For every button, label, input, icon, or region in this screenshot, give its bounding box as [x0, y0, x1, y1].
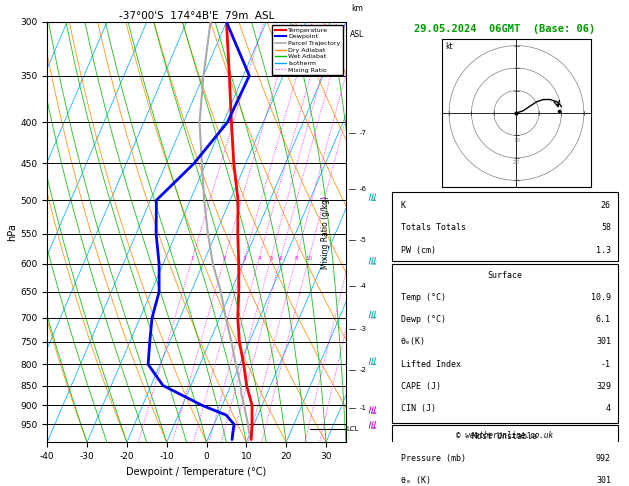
Text: K: K — [401, 201, 406, 210]
Text: 301: 301 — [596, 476, 611, 485]
Text: 1.3: 1.3 — [596, 245, 611, 255]
Text: 10.9: 10.9 — [591, 293, 611, 302]
Text: -1: -1 — [601, 360, 611, 369]
Text: CIN (J): CIN (J) — [401, 404, 436, 413]
Text: PW (cm): PW (cm) — [401, 245, 436, 255]
Bar — [391, 264, 618, 422]
Bar — [391, 192, 618, 261]
Text: Surface: Surface — [487, 271, 522, 279]
Text: 26: 26 — [601, 201, 611, 210]
Text: Pressure (mb): Pressure (mb) — [401, 454, 466, 463]
Text: θₑ(K): θₑ(K) — [401, 337, 426, 347]
Text: -3: -3 — [360, 326, 367, 332]
Text: -1: -1 — [360, 405, 367, 411]
Text: 1: 1 — [191, 256, 194, 260]
Text: 8: 8 — [294, 256, 298, 260]
Text: 992: 992 — [596, 454, 611, 463]
Text: 6: 6 — [279, 256, 282, 260]
Text: θₑ (K): θₑ (K) — [401, 476, 431, 485]
X-axis label: Dewpoint / Temperature (°C): Dewpoint / Temperature (°C) — [126, 467, 267, 477]
Text: 29.05.2024  06GMT  (Base: 06): 29.05.2024 06GMT (Base: 06) — [414, 24, 596, 34]
Text: 58: 58 — [601, 223, 611, 232]
Text: -5: -5 — [360, 237, 367, 243]
Text: 20: 20 — [513, 160, 520, 165]
Text: -4: -4 — [360, 283, 367, 290]
Text: -2: -2 — [360, 366, 367, 373]
Text: -6: -6 — [360, 186, 367, 192]
Title: -37°00'S  174°4B'E  79m  ASL: -37°00'S 174°4B'E 79m ASL — [119, 11, 274, 21]
Text: ASL: ASL — [350, 30, 364, 39]
Bar — [391, 425, 618, 486]
Y-axis label: hPa: hPa — [8, 223, 18, 241]
Text: CAPE (J): CAPE (J) — [401, 382, 441, 391]
Text: 329: 329 — [596, 382, 611, 391]
Text: 3: 3 — [243, 256, 247, 260]
Text: Mixing Ratio (g/kg): Mixing Ratio (g/kg) — [321, 195, 330, 269]
Text: Most Unstable: Most Unstable — [472, 432, 537, 441]
Text: Dewp (°C): Dewp (°C) — [401, 315, 446, 324]
Text: LCL: LCL — [346, 426, 359, 433]
Text: 2: 2 — [223, 256, 226, 260]
Text: Temp (°C): Temp (°C) — [401, 293, 446, 302]
Text: 10: 10 — [306, 256, 313, 260]
Text: 301: 301 — [596, 337, 611, 347]
Text: km: km — [351, 4, 363, 14]
Text: Totals Totals: Totals Totals — [401, 223, 466, 232]
Text: -7: -7 — [360, 130, 367, 137]
Text: 5: 5 — [269, 256, 273, 260]
Text: © weatheronline.co.uk: © weatheronline.co.uk — [456, 431, 554, 440]
Text: 4: 4 — [257, 256, 261, 260]
Legend: Temperature, Dewpoint, Parcel Trajectory, Dry Adiabat, Wet Adiabat, Isotherm, Mi: Temperature, Dewpoint, Parcel Trajectory… — [272, 25, 343, 75]
Text: 10: 10 — [513, 138, 520, 143]
Text: 6.1: 6.1 — [596, 315, 611, 324]
Text: 4: 4 — [606, 404, 611, 413]
Text: kt: kt — [445, 42, 453, 51]
Text: Lifted Index: Lifted Index — [401, 360, 461, 369]
